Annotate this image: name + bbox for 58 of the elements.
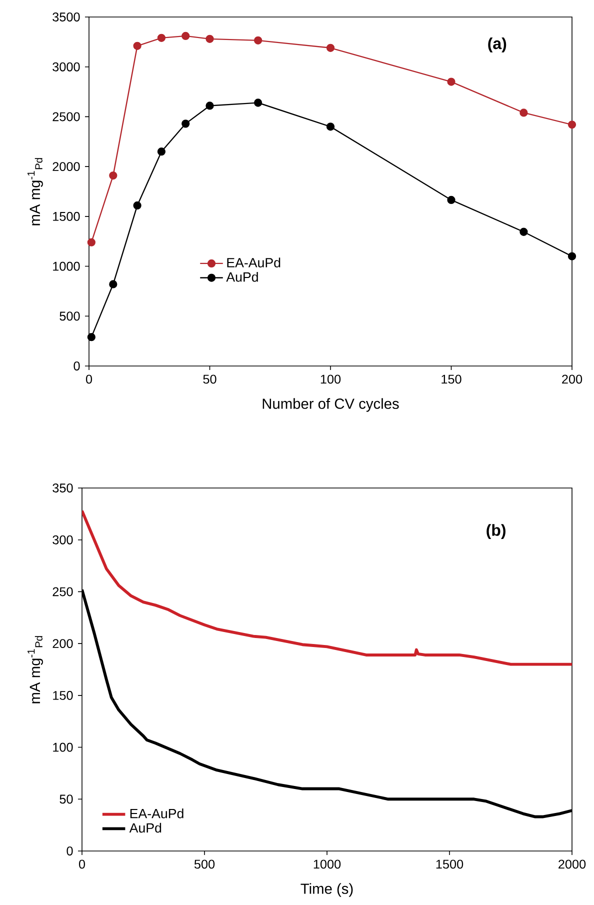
line-series: [82, 509, 572, 666]
y-tick-label: 3000: [52, 62, 80, 72]
y-tick-label: 50: [60, 794, 73, 804]
point: [520, 108, 528, 117]
point: [133, 201, 142, 210]
point: [206, 34, 214, 43]
point: [447, 196, 456, 204]
annotation: (b): [486, 524, 506, 540]
point: [87, 333, 96, 342]
point: [568, 252, 576, 260]
point: [109, 280, 118, 288]
y-tick-label: 0: [74, 362, 80, 370]
point: [447, 78, 456, 86]
y-tick-label: 100: [53, 742, 73, 752]
y-tick-label: 2000: [52, 162, 80, 172]
point: [182, 120, 190, 128]
x-tick-label: 150: [442, 374, 462, 384]
x-tick-label: 1500: [436, 860, 464, 869]
y-tick-label: 0: [66, 846, 73, 856]
x-tick-label: 200: [562, 374, 582, 384]
x-tick-label: 100: [320, 374, 341, 384]
point: [157, 148, 166, 156]
point: [206, 102, 214, 110]
point: [182, 32, 190, 40]
legend-label: EA-AuPd: [130, 808, 184, 818]
y-tick-label: 1500: [53, 212, 80, 221]
y-tick-label: 3500: [52, 12, 80, 22]
point: [254, 98, 262, 107]
legend-label: EA-AuPd: [227, 258, 280, 268]
annotation: (a): [488, 37, 506, 52]
x-axis-title: Time (s): [300, 883, 353, 897]
y-tick-label: 150: [53, 690, 73, 700]
point: [133, 42, 142, 50]
x-tick-label: 0: [86, 374, 92, 384]
y-axis-title: mA mg$^{-1}$Pd: [28, 158, 43, 226]
point: [326, 44, 335, 52]
y-axis-title: mA mg$^{-1}$Pd: [28, 636, 43, 704]
point: [568, 120, 576, 129]
y-tick-label: 2500: [52, 112, 80, 122]
x-tick-label: 500: [194, 860, 215, 869]
y-tick-label: 300: [52, 535, 73, 544]
point: [520, 228, 528, 236]
x-tick-label: 2000: [558, 860, 586, 869]
x-tick-label: 1000: [314, 860, 341, 869]
legend-label: AuPd: [226, 272, 258, 282]
y-tick-label: 350: [52, 484, 73, 492]
point: [109, 171, 118, 180]
y-tick-label: 500: [60, 312, 80, 321]
y-tick-label: 250: [52, 587, 73, 596]
point: [326, 122, 335, 131]
y-tick-label: 200: [52, 639, 73, 648]
point: [87, 238, 96, 246]
x-tick-label: 50: [203, 374, 216, 384]
legend-label: AuPd: [129, 822, 162, 833]
x-axis-title: Number of CV cycles: [262, 398, 399, 412]
point: [254, 36, 262, 44]
y-tick-label: 1000: [53, 262, 80, 271]
point: [157, 34, 166, 42]
